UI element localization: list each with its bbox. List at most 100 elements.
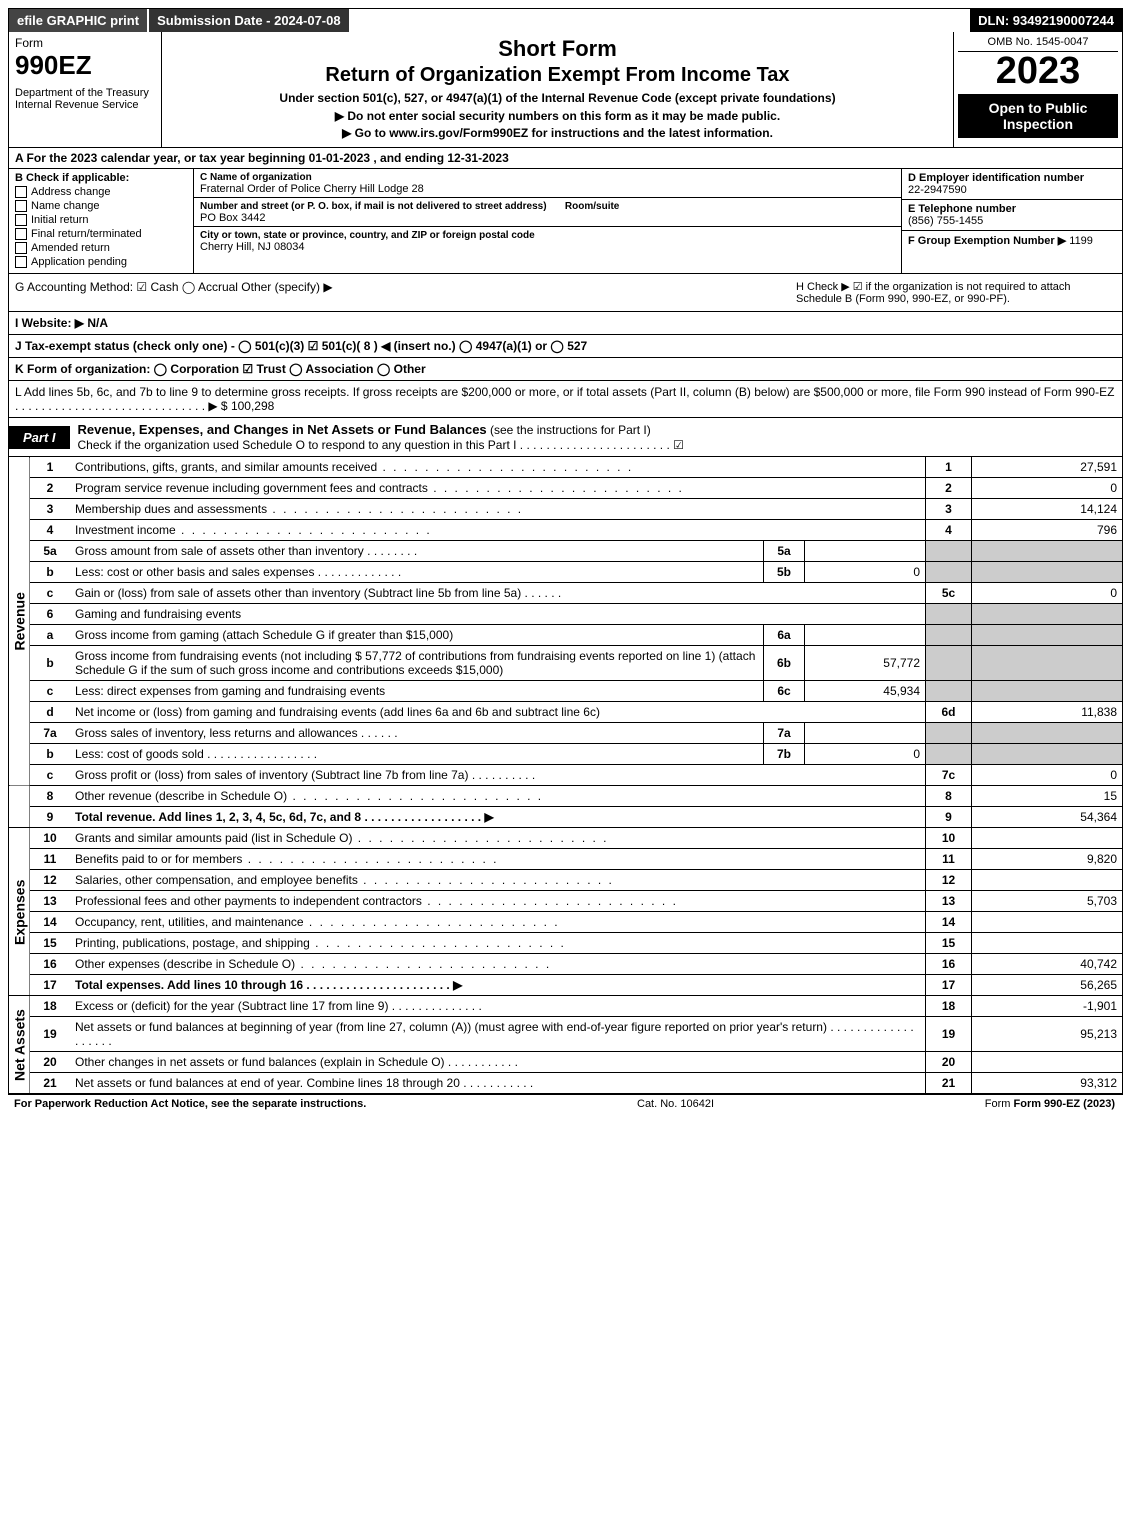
chk-address-change[interactable]: Address change [15, 186, 187, 198]
l1-desc: Contributions, gifts, grants, and simila… [70, 457, 926, 478]
chk-application-pending[interactable]: Application pending [15, 256, 187, 268]
l13-amt: 5,703 [972, 891, 1123, 912]
l6d-no: d [30, 702, 71, 723]
topbar-spacer [351, 9, 971, 32]
row-l-text: L Add lines 5b, 6c, and 7b to line 9 to … [15, 385, 1114, 413]
org-name-block: C Name of organization Fraternal Order o… [194, 169, 901, 198]
short-form-title: Short Form [170, 36, 945, 62]
page-footer: For Paperwork Reduction Act Notice, see … [8, 1095, 1121, 1113]
l2-desc: Program service revenue including govern… [70, 478, 926, 499]
l19-box: 19 [926, 1017, 972, 1052]
l6-greybox [926, 604, 972, 625]
part1-table: Revenue 1 Contributions, gifts, grants, … [9, 457, 1122, 1094]
open-to-public: Open to Public Inspection [958, 94, 1118, 138]
l8-no: 8 [30, 786, 71, 807]
ein-label: D Employer identification number [908, 172, 1084, 184]
chk-name-change[interactable]: Name change [15, 200, 187, 212]
l14-box: 14 [926, 912, 972, 933]
l7b-desc: Less: cost of goods sold . . . . . . . .… [70, 744, 764, 765]
chk-initial-return[interactable]: Initial return [15, 214, 187, 226]
l7b-greybox [926, 744, 972, 765]
col-b-checkboxes: B Check if applicable: Address change Na… [9, 169, 194, 273]
header-left: Form 990EZ Department of the Treasury In… [9, 32, 162, 147]
l21-box: 21 [926, 1073, 972, 1094]
l5c-amt: 0 [972, 583, 1123, 604]
l6c-sub: 6c [764, 681, 805, 702]
footer-left: For Paperwork Reduction Act Notice, see … [14, 1098, 366, 1110]
l6b-desc: Gross income from fundraising events (no… [70, 646, 764, 681]
l7a-greybox [926, 723, 972, 744]
l7b-subv: 0 [805, 744, 926, 765]
group-exemption-block: F Group Exemption Number ▶ 1199 [902, 231, 1122, 250]
side-net-assets: Net Assets [9, 996, 30, 1094]
city-label: City or town, state or province, country… [200, 230, 535, 241]
l6a-desc: Gross income from gaming (attach Schedul… [70, 625, 764, 646]
l1-box: 1 [926, 457, 972, 478]
l4-amt: 796 [972, 520, 1123, 541]
l6a-greyamt [972, 625, 1123, 646]
l10-desc: Grants and similar amounts paid (list in… [70, 828, 926, 849]
header-center: Short Form Return of Organization Exempt… [162, 32, 953, 147]
col-b-header: B Check if applicable: [15, 172, 187, 184]
l5b-sub: 5b [764, 562, 805, 583]
l5c-no: c [30, 583, 71, 604]
l11-amt: 9,820 [972, 849, 1123, 870]
l2-no: 2 [30, 478, 71, 499]
side-revenue: Revenue [9, 457, 30, 786]
l6-desc: Gaming and fundraising events [70, 604, 926, 625]
l9-no: 9 [30, 807, 71, 828]
group-exemption-value: 1199 [1069, 235, 1093, 247]
l9-desc: Total revenue. Add lines 1, 2, 3, 4, 5c,… [70, 807, 926, 828]
chk-final-return[interactable]: Final return/terminated [15, 228, 187, 240]
department: Department of the Treasury Internal Reve… [15, 87, 155, 111]
l1-amt: 27,591 [972, 457, 1123, 478]
l11-box: 11 [926, 849, 972, 870]
goto-link[interactable]: ▶ Go to www.irs.gov/Form990EZ for instru… [170, 126, 945, 140]
form-word: Form [15, 36, 155, 50]
org-street-block: Number and street (or P. O. box, if mail… [194, 198, 901, 227]
l6a-no: a [30, 625, 71, 646]
l6d-amt: 11,838 [972, 702, 1123, 723]
org-name: Fraternal Order of Police Cherry Hill Lo… [200, 183, 424, 195]
l18-box: 18 [926, 996, 972, 1017]
l18-desc: Excess or (deficit) for the year (Subtra… [70, 996, 926, 1017]
l15-box: 15 [926, 933, 972, 954]
row-h-schedule-b: H Check ▶ ☑ if the organization is not r… [790, 274, 1122, 311]
group-exemption-label: F Group Exemption Number ▶ [908, 235, 1066, 247]
no-ssn-note: ▶ Do not enter social security numbers o… [170, 109, 945, 123]
l6d-box: 6d [926, 702, 972, 723]
l10-no: 10 [30, 828, 71, 849]
l19-amt: 95,213 [972, 1017, 1123, 1052]
l7a-sub: 7a [764, 723, 805, 744]
l6b-subv: 57,772 [805, 646, 926, 681]
l6c-subv: 45,934 [805, 681, 926, 702]
org-city: Cherry Hill, NJ 08034 [200, 241, 305, 253]
l3-no: 3 [30, 499, 71, 520]
l7c-box: 7c [926, 765, 972, 786]
form-number: 990EZ [15, 50, 155, 81]
row-g-accounting: G Accounting Method: ☑ Cash ◯ Accrual Ot… [9, 274, 790, 311]
l16-no: 16 [30, 954, 71, 975]
l6-no: 6 [30, 604, 71, 625]
l7b-greyamt [972, 744, 1123, 765]
side-revenue-cont [9, 786, 30, 828]
row-i-website: I Website: ▶ N/A [9, 312, 1122, 335]
under-section: Under section 501(c), 527, or 4947(a)(1)… [170, 91, 945, 105]
header-right: OMB No. 1545-0047 2023 Open to Public In… [953, 32, 1122, 147]
l15-amt [972, 933, 1123, 954]
l5b-no: b [30, 562, 71, 583]
l17-amt: 56,265 [972, 975, 1123, 996]
l6c-greybox [926, 681, 972, 702]
l5c-desc: Gain or (loss) from sale of assets other… [70, 583, 926, 604]
efile-print-link[interactable]: efile GRAPHIC print [9, 9, 149, 32]
l19-desc: Net assets or fund balances at beginning… [70, 1017, 926, 1052]
col-def: D Employer identification number 22-2947… [901, 169, 1122, 273]
street-label: Number and street (or P. O. box, if mail… [200, 201, 547, 212]
chk-amended-return[interactable]: Amended return [15, 242, 187, 254]
submission-date: Submission Date - 2024-07-08 [149, 9, 351, 32]
l2-amt: 0 [972, 478, 1123, 499]
l21-desc: Net assets or fund balances at end of ye… [70, 1073, 926, 1094]
l7b-no: b [30, 744, 71, 765]
l5b-greybox [926, 562, 972, 583]
l12-desc: Salaries, other compensation, and employ… [70, 870, 926, 891]
